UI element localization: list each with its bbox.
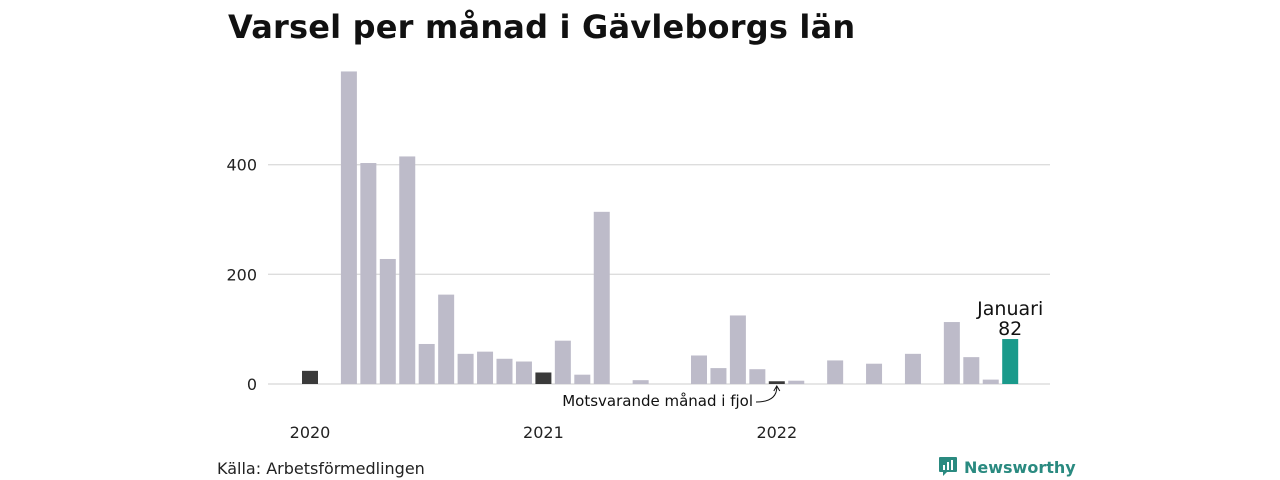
year-labels: 2020 2021 2022 xyxy=(290,423,798,442)
bar-previous-year xyxy=(768,381,785,384)
brand-name: Newsworthy xyxy=(964,457,1076,477)
bar xyxy=(438,294,455,384)
bar xyxy=(963,357,980,384)
highlight-value-label: 82 xyxy=(998,318,1022,340)
bar-previous-year xyxy=(535,372,552,384)
y-tick-label: 200 xyxy=(226,265,257,284)
bar xyxy=(515,361,532,384)
bar xyxy=(477,351,494,384)
bar xyxy=(943,322,960,384)
bar xyxy=(904,353,921,384)
y-tick-label: 0 xyxy=(247,375,257,394)
bar xyxy=(632,380,649,384)
bar xyxy=(788,380,805,384)
bar xyxy=(496,358,513,384)
bar xyxy=(749,369,766,384)
bar xyxy=(593,211,610,384)
bar xyxy=(729,315,746,384)
y-tick-label: 400 xyxy=(226,156,257,175)
brand-logo: Newsworthy xyxy=(938,456,1076,478)
bar xyxy=(379,258,396,384)
annotation-arrowhead xyxy=(773,385,781,392)
bar xyxy=(691,355,707,384)
bar xyxy=(574,374,591,384)
bar xyxy=(827,360,844,384)
bar-previous-year xyxy=(302,370,318,384)
bar xyxy=(982,379,999,384)
bar xyxy=(360,163,377,384)
highlight-month-label: Januari xyxy=(976,298,1043,320)
bar xyxy=(399,156,416,384)
chart-title: Varsel per månad i Gävleborgs län xyxy=(228,8,856,46)
bar xyxy=(418,343,435,384)
bar-highlight xyxy=(1002,339,1019,384)
year-label: 2022 xyxy=(756,423,797,442)
bar xyxy=(340,71,357,384)
annotation-arrow xyxy=(755,386,778,403)
y-axis-ticks: 0 200 400 xyxy=(226,156,257,394)
year-label: 2021 xyxy=(523,423,564,442)
previous-year-annotation: Motsvarande månad i fjol xyxy=(562,392,753,410)
bar xyxy=(866,363,883,384)
bar xyxy=(710,368,727,384)
source-note: Källa: Arbetsförmedlingen xyxy=(217,459,425,478)
year-label: 2020 xyxy=(290,423,331,442)
bar xyxy=(554,340,571,384)
bars xyxy=(302,71,1019,384)
bar-chart-logo-icon xyxy=(939,457,957,476)
bar xyxy=(457,353,474,384)
